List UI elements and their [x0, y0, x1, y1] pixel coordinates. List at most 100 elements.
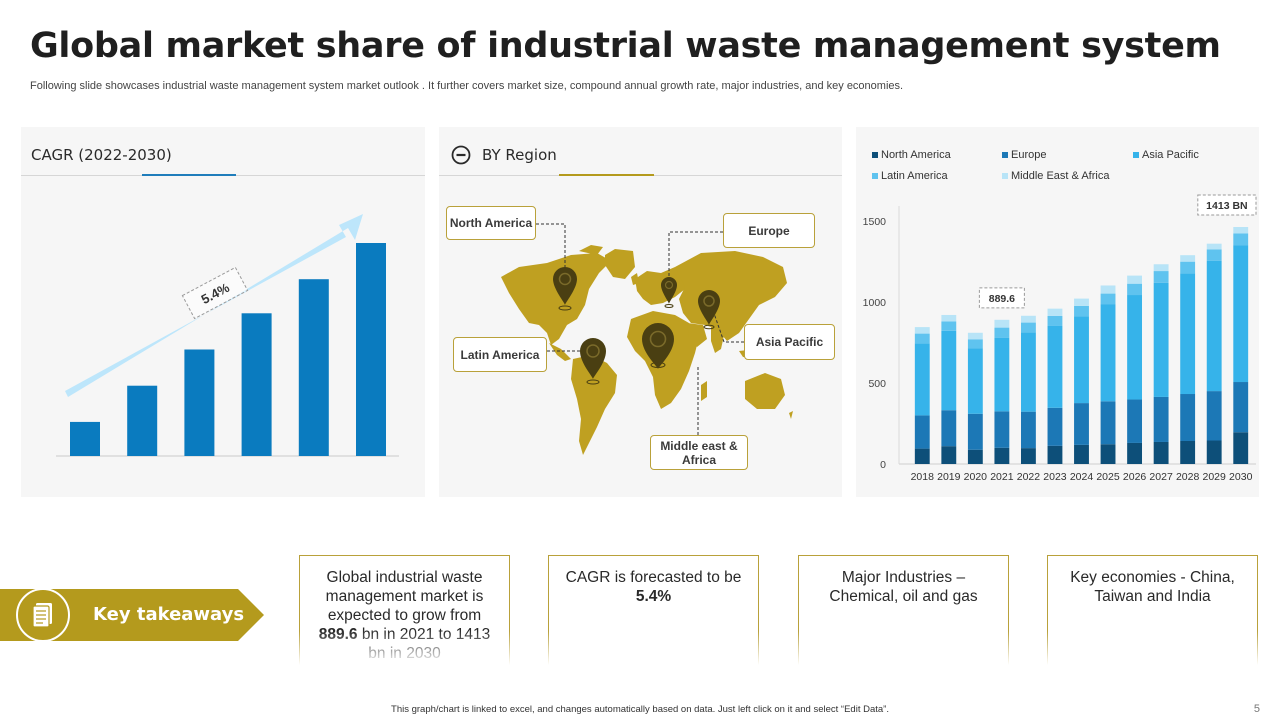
- x-tick-label: 2030: [1229, 471, 1253, 483]
- bar-segment: [941, 321, 957, 331]
- bar-segment: [1153, 396, 1169, 442]
- bar-segment: [1206, 391, 1222, 441]
- bar-segment: [1180, 273, 1196, 395]
- bar-segment: [1074, 298, 1089, 306]
- y-tick-label: 0: [880, 459, 886, 471]
- bar-segment: [1074, 444, 1089, 464]
- legend-swatch: [872, 152, 878, 158]
- legend-label: Latin America: [881, 170, 948, 182]
- bar-segment: [1047, 315, 1063, 326]
- region-panel: BY Region: [439, 127, 842, 497]
- region-title-underline: [559, 174, 654, 176]
- key-takeaways-label: Key takeaways: [93, 604, 245, 625]
- bar-segment: [1180, 261, 1196, 274]
- legend-label: Asia Pacific: [1142, 149, 1199, 161]
- x-tick-label: 2023: [1043, 471, 1067, 483]
- footer-note: This graph/chart is linked to excel, and…: [391, 704, 889, 715]
- x-tick-label: 2024: [1070, 471, 1094, 483]
- takeaway-card-text-end: bn in 2021 to 1413 bn in 2030: [357, 626, 491, 662]
- x-tick-label: 2021: [990, 471, 1014, 483]
- world-map: [501, 223, 793, 455]
- bar-segment: [1020, 411, 1036, 449]
- bar-segment: [1074, 403, 1089, 445]
- takeaway-card-market: Global industrial waste management marke…: [299, 555, 510, 665]
- region-label-europe: Europe: [723, 213, 815, 248]
- bar-segment: [994, 319, 1010, 328]
- takeaway-card-text: Key economies - China, Taiwan and India: [1070, 569, 1235, 605]
- bar-segment: [1100, 285, 1116, 294]
- minus-circle-icon: [451, 145, 471, 165]
- cagr-bar: [70, 421, 100, 456]
- bar-segment: [1100, 401, 1116, 445]
- bar-segment: [1233, 245, 1249, 383]
- page-subtitle: Following slide showcases industrial was…: [30, 80, 904, 92]
- bar-segment: [1127, 275, 1143, 284]
- legend-swatch: [1133, 152, 1139, 158]
- bar-segment: [941, 330, 957, 411]
- cagr-panel-header: CAGR (2022-2030): [21, 127, 425, 176]
- bar-segment: [1233, 233, 1249, 246]
- takeaway-card-cagr: CAGR is forecasted to be 5.4%: [548, 555, 759, 665]
- bar-segment: [941, 314, 957, 322]
- legend-label: Middle East & Africa: [1011, 170, 1110, 182]
- region-label-middle-east-africa: Middle east & Africa: [650, 435, 748, 470]
- bar-segment: [994, 447, 1010, 464]
- bar-segment: [1233, 382, 1249, 433]
- x-tick-label: 2018: [911, 471, 935, 483]
- bar-segment: [1020, 332, 1036, 412]
- cagr-bar: [241, 313, 272, 456]
- x-tick-label: 2027: [1149, 471, 1173, 483]
- cagr-bar: [127, 385, 158, 456]
- stacked-chart-panel: North America Europe Asia Pacific Latin Ame…: [856, 127, 1259, 497]
- cagr-bars: [70, 243, 386, 456]
- bar-segment: [1180, 394, 1196, 441]
- bar-segment: [1206, 243, 1222, 250]
- takeaway-card-text: CAGR is forecasted to be: [565, 569, 742, 586]
- key-takeaways-badge: [16, 588, 70, 642]
- bar-segment: [1180, 440, 1196, 464]
- bar-segment: [1074, 305, 1089, 317]
- bar-segment: [1074, 316, 1089, 404]
- takeaway-card-economies: Key economies - China, Taiwan and India: [1047, 555, 1258, 665]
- bar-segment: [941, 446, 957, 464]
- bar-segment: [1233, 226, 1249, 234]
- value-callout-label: 1413 BN: [1206, 200, 1247, 212]
- legend-label: Europe: [1011, 149, 1047, 161]
- bar-segment: [1020, 315, 1036, 323]
- x-tick-label: 2019: [937, 471, 961, 483]
- bar-segment: [1047, 445, 1063, 464]
- region-panel-title: BY Region: [482, 146, 557, 164]
- bar-segment: [914, 333, 930, 344]
- takeaway-card-bold: 5.4%: [635, 588, 672, 605]
- x-tick-label: 2026: [1123, 471, 1147, 483]
- legend-label: North America: [881, 149, 951, 161]
- cagr-rate-badge: 5.4%: [181, 266, 249, 320]
- x-tick-label: 2020: [964, 471, 988, 483]
- bar-segment: [1233, 432, 1249, 464]
- cagr-bar: [356, 243, 386, 456]
- pin-latin-america: [580, 338, 606, 385]
- bar-segment: [967, 413, 983, 450]
- bar-segment: [1206, 440, 1222, 464]
- bar-segment: [941, 410, 957, 447]
- bar-segment: [1153, 264, 1169, 272]
- pin-asia-pacific: [698, 290, 720, 330]
- x-tick-label: 2028: [1176, 471, 1200, 483]
- y-tick-label: 1500: [863, 216, 887, 228]
- takeaway-card-text: Global industrial waste management marke…: [325, 569, 484, 624]
- legend-item: Europe: [1002, 149, 1046, 161]
- bar-segment: [914, 343, 930, 416]
- bar-segment: [1127, 399, 1143, 443]
- bar-segment: [1100, 304, 1116, 402]
- bar-segment: [1180, 255, 1196, 262]
- bar-segment: [1100, 444, 1116, 464]
- bar-segment: [1127, 442, 1143, 464]
- bar-segment: [1206, 249, 1222, 261]
- x-tick-label: 2025: [1096, 471, 1120, 483]
- bar-segment: [914, 448, 930, 464]
- bar-segment: [967, 339, 983, 349]
- x-tick-label: 2022: [1017, 471, 1041, 483]
- bar-segment: [1127, 283, 1143, 296]
- bar-segment: [1127, 295, 1143, 400]
- legend-swatch: [872, 173, 878, 179]
